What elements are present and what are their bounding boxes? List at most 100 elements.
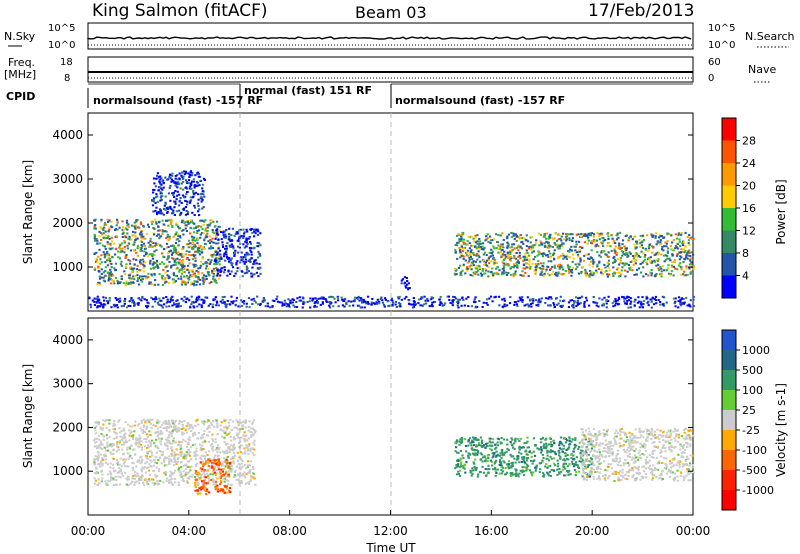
echo-cell — [153, 300, 157, 303]
echo-cell — [524, 271, 527, 274]
echo-cell — [576, 299, 580, 302]
echo-cell — [127, 475, 130, 478]
echo-cell — [257, 256, 260, 259]
echo-cell — [301, 296, 304, 299]
echo-cell — [473, 444, 476, 447]
echo-cell — [165, 444, 168, 447]
echo-cell — [647, 304, 650, 307]
echo-cell — [228, 475, 231, 478]
echo-cell — [397, 296, 400, 299]
echo-cell — [178, 227, 181, 230]
echo-cell — [116, 282, 119, 285]
echo-cell — [122, 226, 125, 228]
echo-cell — [196, 280, 199, 283]
echo-cell — [138, 443, 141, 446]
echo-cell — [661, 265, 664, 268]
echo-cell — [118, 483, 122, 486]
echo-cell — [190, 182, 193, 185]
echo-cell — [468, 242, 471, 245]
echo-cell — [602, 245, 605, 248]
echo-cell — [533, 244, 537, 247]
echo-cell — [167, 246, 170, 248]
echo-cell — [321, 302, 324, 305]
echo-cell — [188, 453, 191, 456]
echo-cell — [461, 269, 464, 272]
echo-cell — [676, 243, 679, 245]
echo-cell — [460, 439, 463, 442]
echo-cell — [141, 458, 144, 461]
echo-cell — [199, 219, 202, 222]
echo-cell — [240, 458, 243, 461]
echo-cell — [525, 258, 528, 261]
echo-cell — [215, 281, 218, 284]
echo-cell — [656, 240, 659, 243]
echo-cell — [493, 238, 496, 241]
echo-cell — [188, 454, 192, 457]
echo-cell — [517, 244, 520, 247]
echo-cell — [95, 257, 98, 260]
echo-cell — [226, 242, 229, 245]
echo-cell — [241, 258, 244, 261]
echo-cell — [103, 454, 106, 457]
echo-cell — [137, 297, 140, 300]
echo-cell — [136, 270, 139, 273]
echo-cell — [525, 469, 528, 472]
echo-cell — [164, 422, 167, 425]
echo-cell — [596, 251, 599, 253]
echo-cell — [188, 475, 191, 478]
echo-cell — [345, 301, 348, 304]
freq-label-line2: [MHz] — [4, 68, 36, 81]
echo-cell — [182, 188, 185, 191]
echo-cell — [528, 245, 531, 248]
echo-cell — [476, 234, 479, 237]
echo-cell — [224, 460, 227, 463]
echo-cell — [139, 436, 142, 439]
echo-cell — [572, 257, 575, 260]
echo-cell — [134, 239, 137, 241]
echo-cell — [293, 305, 297, 308]
echo-cell — [126, 446, 129, 449]
echo-cell — [255, 262, 258, 265]
echo-cell — [173, 469, 177, 472]
echo-cell — [659, 265, 662, 268]
echo-cell — [617, 296, 620, 299]
echo-cell — [546, 466, 549, 469]
echo-cell — [210, 421, 213, 424]
echo-cell — [182, 175, 185, 178]
echo-cell — [191, 270, 194, 273]
echo-cell — [239, 480, 243, 483]
echo-cell — [227, 421, 230, 424]
echo-cell — [334, 301, 337, 304]
echo-cell — [193, 476, 196, 478]
echo-cell — [190, 184, 193, 187]
echo-cell — [183, 281, 186, 284]
echo-cell — [487, 457, 490, 459]
echo-cell — [431, 297, 435, 300]
echo-cell — [98, 235, 101, 238]
echo-cell — [507, 264, 510, 267]
echo-cell — [162, 262, 165, 265]
echo-cell — [214, 481, 217, 484]
echo-cell — [545, 237, 548, 240]
echo-cell — [511, 455, 515, 458]
echo-cell — [114, 262, 117, 265]
echo-cell — [561, 252, 564, 255]
echo-cell — [183, 173, 186, 176]
echo-cell — [198, 229, 201, 232]
echo-cell — [110, 236, 113, 239]
echo-cell — [595, 271, 598, 274]
echo-cell — [608, 273, 611, 276]
echo-cell — [167, 252, 170, 255]
echo-cell — [167, 224, 170, 227]
echo-cell — [115, 435, 119, 438]
echo-cell — [246, 466, 249, 469]
echo-cell — [94, 432, 97, 435]
echo-cell — [546, 243, 549, 246]
echo-cell — [221, 470, 224, 473]
echo-cell — [616, 271, 619, 274]
echo-cell — [666, 240, 669, 243]
echo-cell — [149, 267, 152, 270]
echo-cell — [542, 472, 545, 475]
echo-cell — [220, 238, 223, 241]
echo-cell — [149, 465, 152, 467]
